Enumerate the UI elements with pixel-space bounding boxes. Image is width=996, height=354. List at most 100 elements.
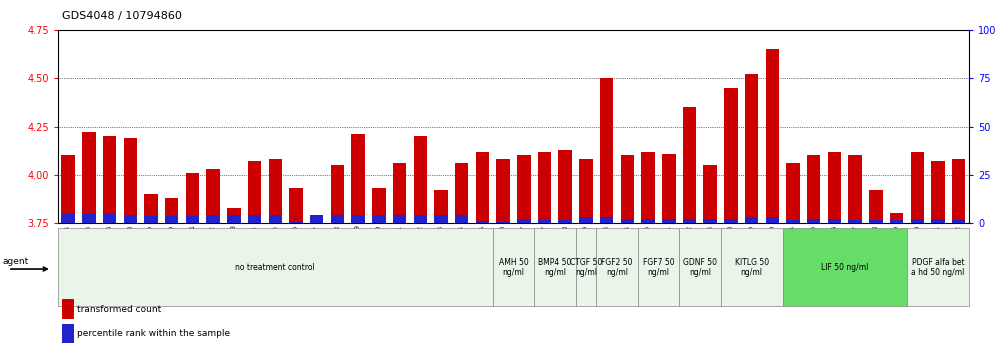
Bar: [248, 215, 261, 223]
Bar: [496, 159, 510, 223]
Bar: [331, 165, 344, 223]
Bar: [724, 88, 738, 223]
Bar: [807, 219, 821, 223]
Bar: [227, 215, 241, 223]
Bar: [58, 228, 493, 306]
Text: GDNF 50
ng/ml: GDNF 50 ng/ml: [683, 258, 717, 277]
Bar: [269, 215, 282, 223]
Text: percentile rank within the sample: percentile rank within the sample: [77, 329, 230, 338]
Bar: [538, 152, 551, 223]
Bar: [373, 215, 385, 223]
Bar: [103, 214, 117, 223]
Bar: [144, 194, 157, 223]
Bar: [724, 219, 738, 223]
Bar: [82, 214, 96, 223]
Bar: [62, 214, 75, 223]
Bar: [206, 169, 220, 223]
Bar: [289, 188, 303, 223]
Bar: [662, 219, 675, 223]
Bar: [517, 219, 531, 223]
Bar: [931, 161, 945, 223]
Bar: [206, 215, 220, 223]
Bar: [434, 215, 447, 223]
Bar: [679, 228, 720, 306]
Bar: [786, 163, 800, 223]
Bar: [600, 217, 614, 223]
Text: KITLG 50
ng/ml: KITLG 50 ng/ml: [735, 258, 769, 277]
Bar: [703, 165, 717, 223]
Bar: [931, 219, 945, 223]
Bar: [62, 155, 75, 223]
Bar: [534, 228, 576, 306]
Bar: [476, 221, 489, 223]
Text: FGF7 50
ng/ml: FGF7 50 ng/ml: [642, 258, 674, 277]
Bar: [493, 228, 534, 306]
Bar: [310, 215, 324, 223]
Bar: [165, 216, 178, 223]
Text: no treatment control: no treatment control: [235, 263, 315, 272]
Text: CTGF 50
ng/ml: CTGF 50 ng/ml: [570, 258, 602, 277]
Bar: [889, 220, 903, 223]
Text: transformed count: transformed count: [77, 304, 161, 314]
Bar: [185, 173, 199, 223]
Bar: [144, 216, 157, 223]
Text: PDGF alfa bet
a hd 50 ng/ml: PDGF alfa bet a hd 50 ng/ml: [911, 258, 965, 277]
Bar: [165, 198, 178, 223]
Bar: [580, 159, 593, 223]
Bar: [413, 215, 427, 223]
Bar: [248, 161, 261, 223]
Bar: [538, 219, 551, 223]
Bar: [227, 207, 241, 223]
Bar: [597, 228, 637, 306]
Bar: [352, 215, 365, 223]
Bar: [783, 228, 907, 306]
Bar: [600, 78, 614, 223]
Bar: [559, 220, 572, 223]
Text: AMH 50
ng/ml: AMH 50 ng/ml: [499, 258, 528, 277]
Text: LIF 50 ng/ml: LIF 50 ng/ml: [821, 263, 869, 272]
Bar: [62, 324, 74, 343]
Bar: [124, 138, 137, 223]
Bar: [621, 219, 634, 223]
Bar: [828, 152, 842, 223]
Bar: [889, 213, 903, 223]
Bar: [455, 163, 468, 223]
Bar: [910, 219, 924, 223]
Bar: [476, 152, 489, 223]
Bar: [766, 49, 779, 223]
Bar: [766, 217, 779, 223]
Bar: [269, 159, 282, 223]
Bar: [124, 215, 137, 223]
Text: agent: agent: [3, 257, 29, 266]
Bar: [331, 215, 344, 223]
Bar: [662, 154, 675, 223]
Text: FGF2 50
ng/ml: FGF2 50 ng/ml: [602, 258, 632, 277]
Bar: [745, 217, 758, 223]
Bar: [103, 136, 117, 223]
Bar: [870, 219, 882, 223]
Bar: [392, 215, 406, 223]
Bar: [576, 228, 597, 306]
Bar: [807, 155, 821, 223]
Bar: [703, 219, 717, 223]
Bar: [786, 220, 800, 223]
Bar: [849, 219, 862, 223]
Bar: [683, 107, 696, 223]
Bar: [828, 219, 842, 223]
Bar: [413, 136, 427, 223]
Bar: [849, 155, 862, 223]
Text: GDS4048 / 10794860: GDS4048 / 10794860: [62, 11, 181, 21]
Bar: [352, 134, 365, 223]
Bar: [373, 188, 385, 223]
Text: BMP4 50
ng/ml: BMP4 50 ng/ml: [538, 258, 572, 277]
Bar: [720, 228, 783, 306]
Bar: [952, 220, 965, 223]
Bar: [641, 219, 654, 223]
Bar: [434, 190, 447, 223]
Bar: [455, 215, 468, 223]
Bar: [82, 132, 96, 223]
Bar: [392, 163, 406, 223]
Bar: [580, 217, 593, 223]
Bar: [517, 155, 531, 223]
Bar: [621, 155, 634, 223]
